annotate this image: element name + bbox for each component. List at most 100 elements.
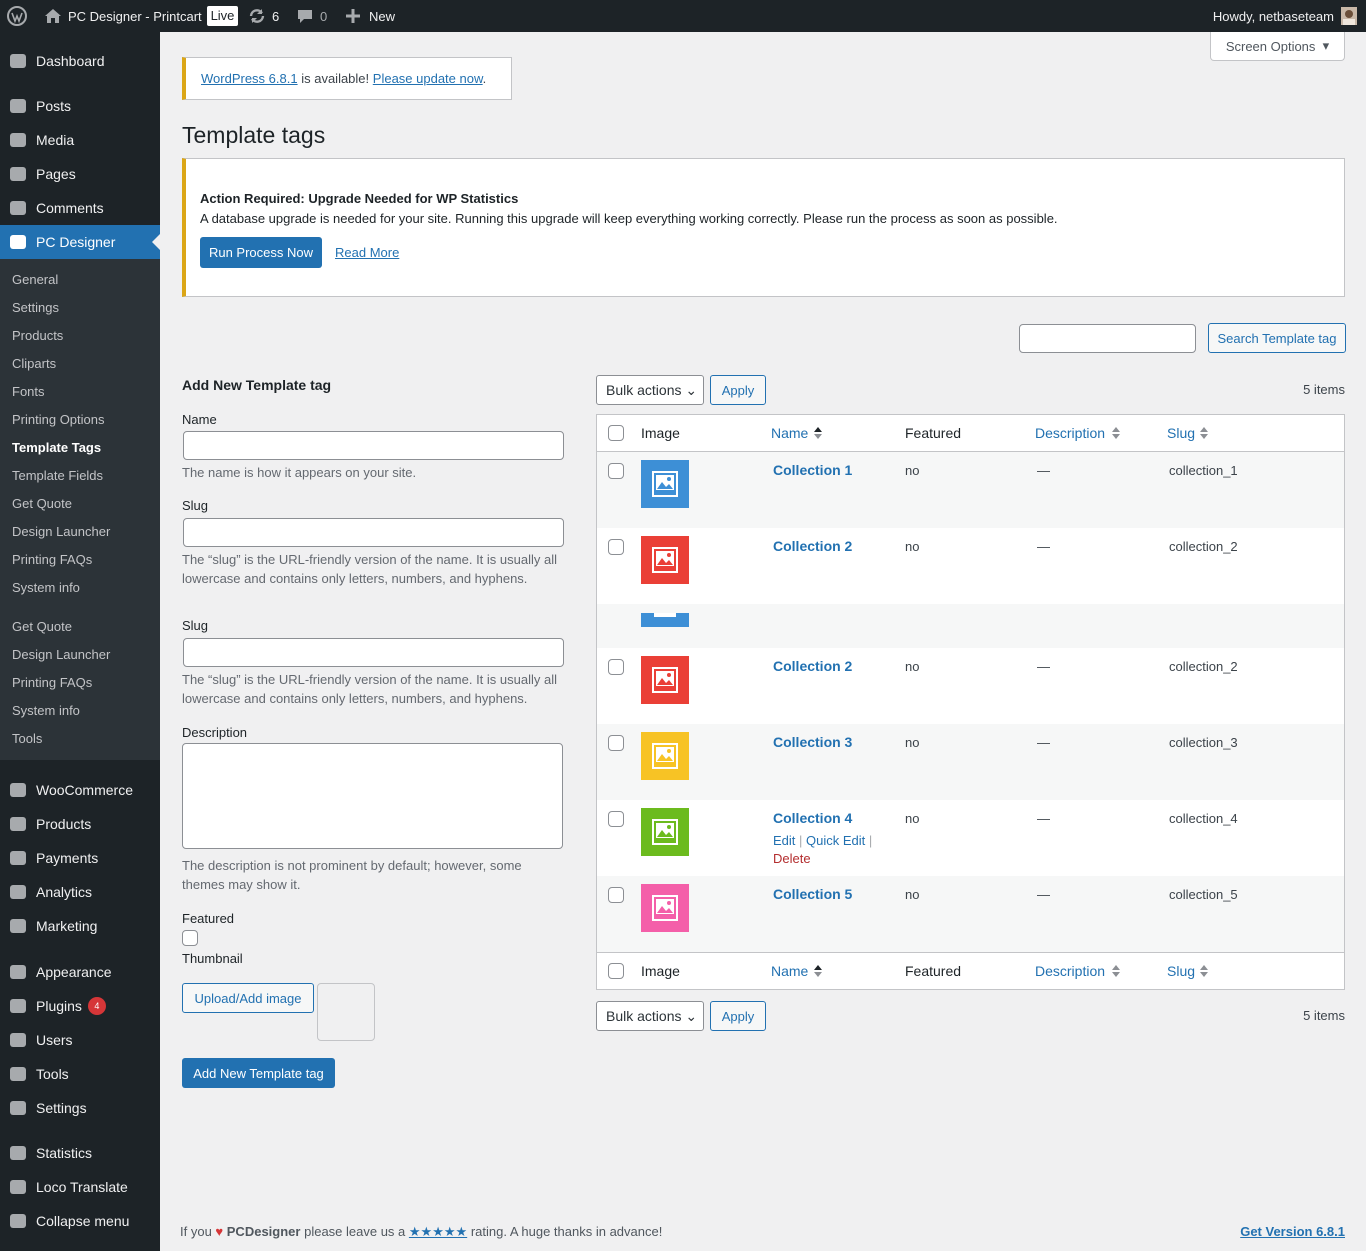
updates-count[interactable]: 6 — [272, 9, 280, 24]
menu-item[interactable]: Collapse menu — [0, 1204, 160, 1238]
tag-name[interactable]: Collection 2 — [773, 658, 853, 674]
submenu-item[interactable]: Template Fields — [12, 468, 104, 483]
submenu-item[interactable]: Fonts — [12, 384, 45, 399]
menu-item[interactable]: Users — [0, 1023, 160, 1057]
version-link[interactable]: WordPress 6.8.1 — [201, 71, 298, 86]
menu-item[interactable]: Dashboard — [0, 44, 160, 78]
submenu-item[interactable]: System info — [12, 703, 80, 718]
slug-input[interactable] — [183, 638, 564, 667]
description-textarea[interactable] — [182, 743, 563, 849]
submenu-group: General Settings Products Cliparts Fonts Prin… — [0, 266, 160, 602]
select-all-checkbox[interactable] — [608, 963, 624, 979]
menu-item[interactable]: Plugins 4 — [0, 989, 160, 1023]
tag-name[interactable]: Collection 5 — [773, 886, 853, 902]
column-header[interactable]: Slug — [1167, 425, 1196, 441]
submenu-item[interactable]: Printing FAQs — [12, 675, 93, 690]
submenu-item[interactable]: Get Quote — [12, 496, 72, 511]
menu-icon — [10, 54, 26, 68]
tag-name[interactable]: Collection 2 — [773, 538, 853, 554]
slug-input[interactable] — [183, 518, 564, 547]
wp-logo[interactable] — [7, 6, 27, 26]
submit-button[interactable]: Add New Template tag — [182, 1058, 335, 1088]
bulk-actions-select[interactable]: Bulk actions ⌄ — [596, 375, 704, 405]
edit-link[interactable]: Edit — [773, 833, 796, 848]
menu-item[interactable]: Comments — [0, 191, 160, 225]
featured-checkbox[interactable] — [182, 930, 198, 946]
submenu-item[interactable]: Cliparts — [12, 356, 57, 371]
tag-image — [641, 656, 689, 704]
tag-name[interactable]: Collection 4 — [773, 810, 853, 826]
column-header[interactable]: Name — [771, 963, 809, 979]
howdy[interactable]: Howdy, netbaseteam — [1212, 9, 1334, 24]
tag-image — [641, 808, 689, 856]
menu-item[interactable]: Settings — [0, 1091, 160, 1125]
submenu-item[interactable]: System info — [12, 580, 80, 595]
tag-name[interactable]: Collection 3 — [773, 734, 853, 750]
menu-icon — [10, 919, 26, 933]
update-link[interactable]: Please update now — [372, 71, 483, 86]
slug: collection_2 — [1169, 659, 1238, 674]
menu-icon — [10, 1180, 26, 1194]
tag-name[interactable]: Collection 1 — [773, 462, 853, 478]
menu-item[interactable]: Analytics — [0, 875, 160, 909]
avatar[interactable] — [1341, 7, 1357, 25]
name-input[interactable] — [183, 431, 564, 460]
stars-link[interactable]: ★★★★★ — [408, 1224, 468, 1239]
menu-item[interactable]: Statistics — [0, 1136, 160, 1170]
comments-count[interactable]: 0 — [320, 9, 328, 24]
menu-item[interactable]: Appearance — [0, 955, 160, 989]
menu-item[interactable]: Payments — [0, 841, 160, 875]
submenu-item[interactable]: Products — [12, 328, 64, 343]
bulk-actions-label: Bulk actions — [606, 1008, 682, 1024]
row-checkbox[interactable] — [608, 735, 624, 751]
new-link[interactable]: New — [369, 9, 396, 24]
row-checkbox[interactable] — [608, 539, 624, 555]
featured: no — [905, 735, 920, 750]
select-all-checkbox[interactable] — [608, 425, 624, 441]
submenu-item[interactable]: Template Tags — [12, 440, 102, 455]
search-button[interactable]: Search Template tag — [1208, 323, 1346, 353]
version-link[interactable]: Get Version 6.8.1 — [1240, 1224, 1345, 1239]
submenu-item[interactable]: Settings — [12, 300, 59, 315]
submenu-item[interactable]: Printing FAQs — [12, 552, 93, 567]
search-input[interactable] — [1019, 324, 1196, 353]
submenu: General Settings Products Cliparts Fonts Prin… — [0, 259, 160, 760]
row-checkbox[interactable] — [608, 659, 624, 675]
apply-button[interactable]: Apply — [710, 1001, 766, 1031]
screen-options[interactable]: Screen Options ▾ — [1210, 32, 1345, 61]
slug: collection_4 — [1169, 811, 1238, 826]
submenu-item[interactable]: General — [12, 272, 59, 287]
submenu-item[interactable]: Printing Options — [12, 412, 105, 427]
site-name[interactable]: PC Designer - Printcart — [68, 9, 202, 24]
heart: ♥ — [215, 1224, 224, 1239]
column-header[interactable]: Description — [1035, 425, 1106, 441]
delete-link[interactable]: Delete — [773, 851, 811, 866]
menu-item[interactable]: PC Designer — [0, 225, 160, 259]
items-count: 5 items — [1303, 382, 1345, 397]
column-header[interactable]: Name — [771, 425, 809, 441]
menu-item[interactable]: Posts — [0, 89, 160, 123]
run-process-button[interactable]: Run Process Now — [200, 237, 322, 268]
menu-item[interactable]: Media — [0, 123, 160, 157]
menu-item[interactable]: Loco Translate — [0, 1170, 160, 1204]
column-header[interactable]: Slug — [1167, 963, 1196, 979]
submenu-item[interactable]: Design Launcher — [12, 647, 111, 662]
menu-item[interactable]: Marketing — [0, 909, 160, 943]
menu-item[interactable]: WooCommerce — [0, 773, 160, 807]
quick-edit-link[interactable]: Quick Edit — [806, 833, 866, 848]
apply-button[interactable]: Apply — [710, 375, 766, 405]
menu-item[interactable]: Pages — [0, 157, 160, 191]
column-header[interactable]: Description — [1035, 963, 1106, 979]
submenu-item[interactable]: Get Quote — [12, 619, 72, 634]
row-checkbox[interactable] — [608, 463, 624, 479]
submenu-item[interactable]: Design Launcher — [12, 524, 111, 539]
upload-button[interactable]: Upload/Add image — [182, 983, 314, 1013]
menu-item[interactable]: Products — [0, 807, 160, 841]
menu-item[interactable]: Tools — [0, 1057, 160, 1091]
row-checkbox[interactable] — [608, 811, 624, 827]
row-checkbox[interactable] — [608, 887, 624, 903]
bulk-actions-select[interactable]: Bulk actions ⌄ — [596, 1001, 704, 1031]
read-more-link[interactable]: Read More — [335, 245, 400, 260]
submenu-item[interactable]: Tools — [12, 731, 43, 746]
description: — — [1037, 887, 1050, 902]
